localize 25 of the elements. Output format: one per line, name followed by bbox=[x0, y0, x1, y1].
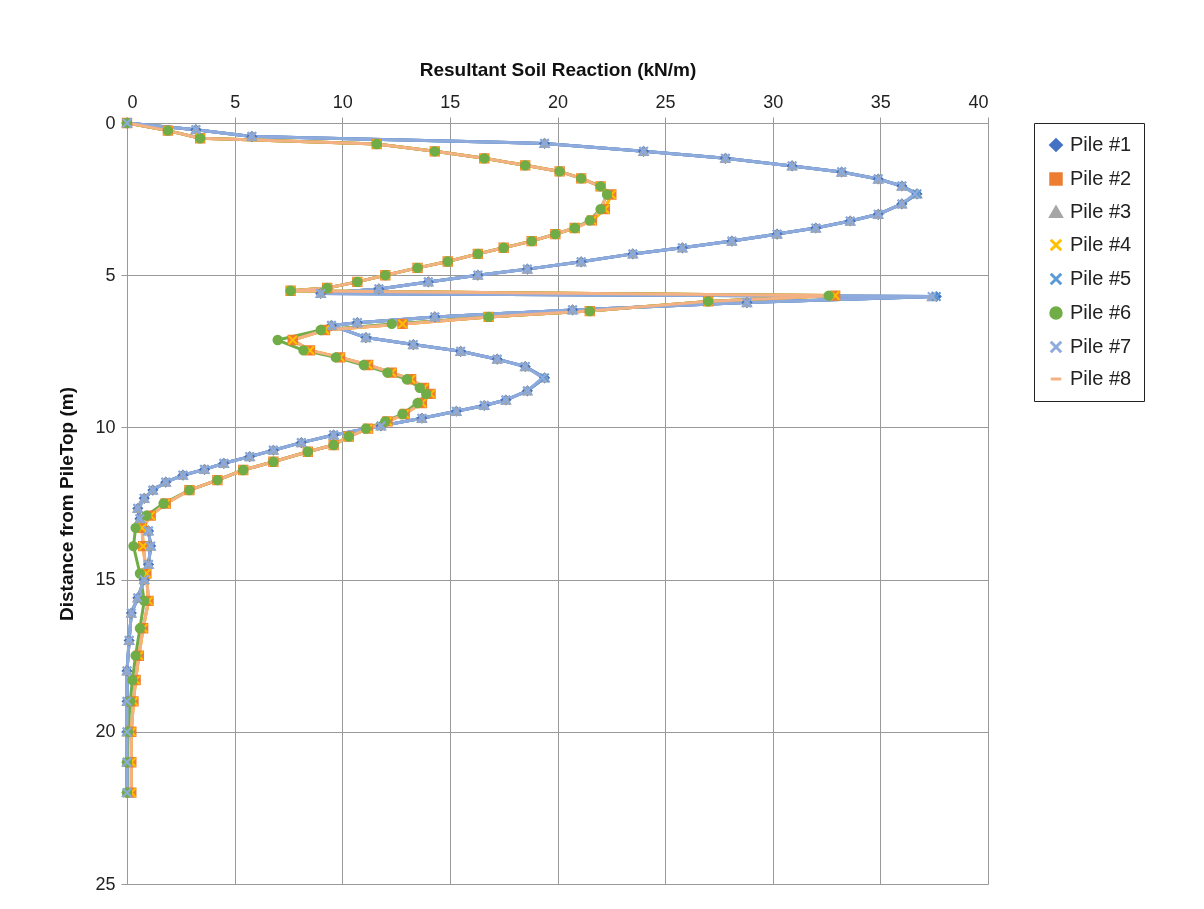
x-tick-label: 15 bbox=[440, 91, 461, 112]
legend-label: Pile #5 bbox=[1070, 267, 1132, 289]
x-tick-label: 40 bbox=[968, 91, 989, 112]
x-tick-label: 10 bbox=[332, 91, 353, 112]
y-tick-label: 25 bbox=[95, 873, 116, 894]
y-tick-label: 0 bbox=[105, 112, 116, 133]
x-tick-label: 5 bbox=[230, 91, 241, 112]
y-tick-label: 10 bbox=[95, 416, 116, 437]
legend-label: Pile #8 bbox=[1070, 367, 1132, 389]
x-tick-label: 20 bbox=[547, 91, 569, 112]
x-tick-label: 30 bbox=[763, 91, 784, 112]
y-tick-label: 20 bbox=[95, 721, 116, 742]
legend-label: Pile #2 bbox=[1070, 167, 1132, 189]
y-axis-title: Distance from PileTop (m) bbox=[56, 386, 78, 622]
y-tick-label: 15 bbox=[95, 569, 116, 590]
x-tick-label: 25 bbox=[655, 91, 676, 112]
x-tick-label: 0 bbox=[127, 91, 138, 112]
legend-label: Pile #3 bbox=[1070, 200, 1132, 222]
legend-label: Pile #1 bbox=[1070, 133, 1132, 155]
x-tick-label: 35 bbox=[870, 91, 891, 112]
legend-label: Pile #4 bbox=[1070, 233, 1132, 255]
y-tick-label: 5 bbox=[105, 264, 116, 285]
x-axis-title: Resultant Soil Reaction (kN/m) bbox=[419, 58, 697, 80]
legend-label: Pile #6 bbox=[1070, 301, 1132, 323]
legend-label: Pile #7 bbox=[1070, 335, 1132, 357]
